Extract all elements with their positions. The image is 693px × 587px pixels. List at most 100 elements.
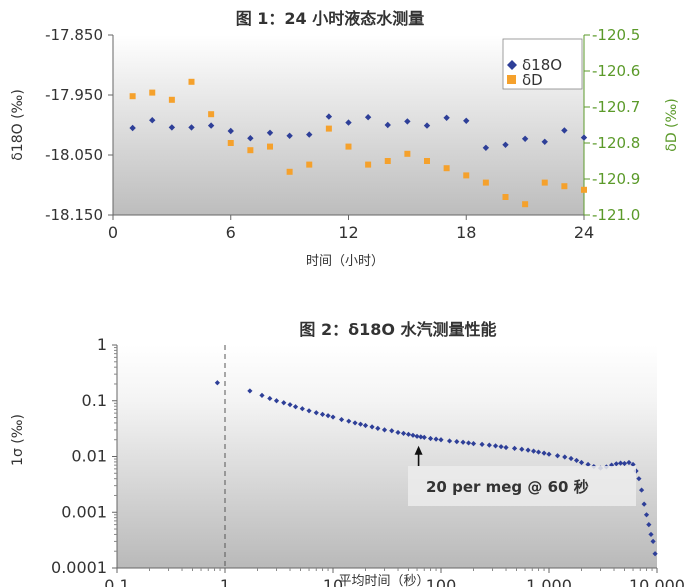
sigma-point	[418, 434, 424, 440]
dd-point	[306, 161, 313, 168]
annotation-box	[408, 466, 636, 506]
dd-point	[149, 89, 156, 96]
sigma-point	[503, 444, 509, 451]
sigma-point	[613, 461, 619, 467]
d18o-point	[207, 122, 215, 129]
sigma-point	[585, 461, 591, 468]
chart-1-y-left-label: δ18O (‰)	[10, 89, 26, 161]
sigma-point	[319, 411, 326, 417]
sigma-point	[511, 445, 518, 451]
d18o-point	[306, 131, 313, 138]
x-tick-label: 12	[338, 223, 358, 242]
d18o-point	[364, 114, 372, 121]
sigma-point	[247, 388, 253, 394]
dd-point	[384, 158, 391, 164]
y-left-tick-label: -18.150	[45, 206, 103, 224]
x-tick-label: 1	[220, 576, 230, 587]
sigma-point	[562, 454, 568, 460]
dd-point	[286, 168, 293, 175]
dd-point	[325, 125, 332, 132]
y-tick-label: 0.001	[61, 502, 107, 521]
sigma-point	[381, 427, 388, 433]
sigma-point	[460, 439, 466, 445]
sigma-point	[498, 444, 504, 450]
d18o-point	[423, 122, 431, 129]
d18o-point	[188, 124, 195, 131]
sigma-point	[414, 433, 420, 439]
d18o-point	[404, 118, 411, 125]
y-tick-label: 1	[97, 335, 107, 354]
d18o-point	[227, 127, 234, 135]
d18o-point	[521, 135, 529, 142]
sigma-point	[273, 398, 280, 404]
chart-1: 图 1：24 小时液态水测量 0 6 12 18 24 -17.850-17.950-1…	[10, 9, 680, 269]
d18o-point	[345, 119, 352, 126]
sigma-point	[375, 425, 381, 431]
sigma-point	[525, 447, 531, 453]
dd-point	[365, 161, 372, 168]
y-tick-label: 0.1	[82, 391, 107, 410]
x-tick-label: 100	[426, 576, 457, 587]
sigma-point	[306, 408, 312, 414]
chart-2-y-axis-label: 1σ (‰)	[10, 414, 26, 466]
x-tick-label: 0.1	[104, 576, 129, 587]
y-right-tick-label: -120.9	[592, 170, 640, 188]
sigma-point	[638, 487, 645, 493]
y-left-tick-label: -17.950	[45, 86, 103, 104]
sigma-point	[617, 460, 624, 466]
chart-1-y-left-ticks: -17.850 -17.950 -18.050 -18.150	[45, 26, 114, 224]
sigma-point	[389, 428, 395, 434]
chart-2-y-ticks: 1 0.1 0.01 0.001 0.0001	[51, 335, 118, 577]
chart-1-y-right-ticks: -120.5 -120.6 -120.7 -120.8 -120.9 -121.0	[583, 26, 640, 224]
sigma-point	[626, 459, 632, 466]
sigma-point	[479, 441, 485, 447]
sigma-point	[519, 446, 525, 452]
sigma-point	[281, 400, 287, 406]
d18o-point	[325, 113, 333, 120]
sigma-point	[535, 449, 542, 455]
dd-point	[541, 179, 548, 186]
x-tick-label: 24	[574, 223, 594, 242]
d18o-point	[266, 129, 274, 136]
d18o-point	[541, 138, 548, 145]
chart-1-x-axis-label: 时间（小时）	[306, 254, 384, 269]
sigma-point	[438, 437, 444, 443]
sigma-point	[405, 431, 412, 437]
sigma-point	[609, 462, 615, 468]
x-tick-label: 18	[456, 223, 476, 242]
chart-1-points	[129, 78, 588, 208]
dd-point	[188, 78, 195, 85]
y-right-tick-label: -120.8	[592, 134, 640, 152]
dd-point	[129, 93, 136, 100]
chart-2-points	[214, 380, 658, 557]
sigma-point	[643, 512, 650, 518]
chart-2-x-ticks: 0.1 1 10 100 1,000 10,000	[104, 567, 685, 587]
d18o-point	[149, 117, 156, 124]
dd-point	[168, 96, 175, 103]
sigma-point	[410, 432, 416, 438]
dd-point	[208, 111, 215, 118]
y-right-tick-label: -120.7	[592, 98, 640, 116]
dd-point	[561, 183, 568, 190]
sigma-point	[369, 424, 375, 430]
sigma-point	[352, 420, 358, 426]
legend-box	[502, 38, 583, 90]
y-right-tick-label: -121.0	[592, 206, 640, 224]
d18o-point	[463, 117, 470, 124]
sigma-point	[214, 380, 220, 386]
sigma-point	[486, 442, 492, 448]
legend-diamond-icon	[507, 60, 517, 70]
sigma-point	[652, 551, 658, 557]
dd-point	[482, 179, 489, 186]
sigma-point	[427, 435, 434, 442]
y-tick-label: 0.0001	[51, 558, 107, 577]
sigma-point	[421, 434, 427, 441]
d18o-point	[482, 144, 490, 151]
sigma-point	[633, 468, 639, 474]
y-tick-label: 0.01	[71, 447, 107, 466]
x-tick-label: 0	[108, 223, 118, 242]
sigma-point	[641, 501, 647, 507]
dd-point	[345, 143, 352, 150]
chart-1-title: 图 1：24 小时液态水测量	[236, 9, 425, 28]
